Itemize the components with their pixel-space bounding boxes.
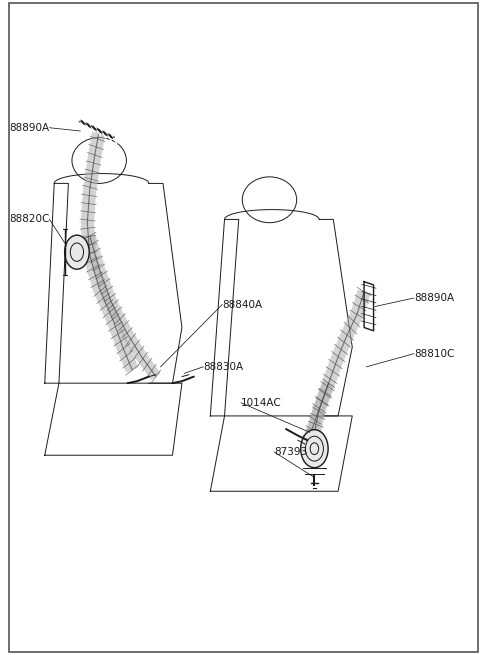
Ellipse shape [300, 430, 328, 468]
Text: 88820C: 88820C [9, 214, 49, 225]
Ellipse shape [65, 235, 89, 269]
Text: 88890A: 88890A [9, 122, 49, 133]
Text: 88890A: 88890A [414, 293, 454, 303]
Text: 87393: 87393 [274, 447, 307, 457]
Text: 88810C: 88810C [414, 348, 454, 359]
Text: 1014AC: 1014AC [241, 398, 282, 408]
Text: 88840A: 88840A [222, 299, 262, 310]
Text: 88830A: 88830A [203, 362, 243, 372]
